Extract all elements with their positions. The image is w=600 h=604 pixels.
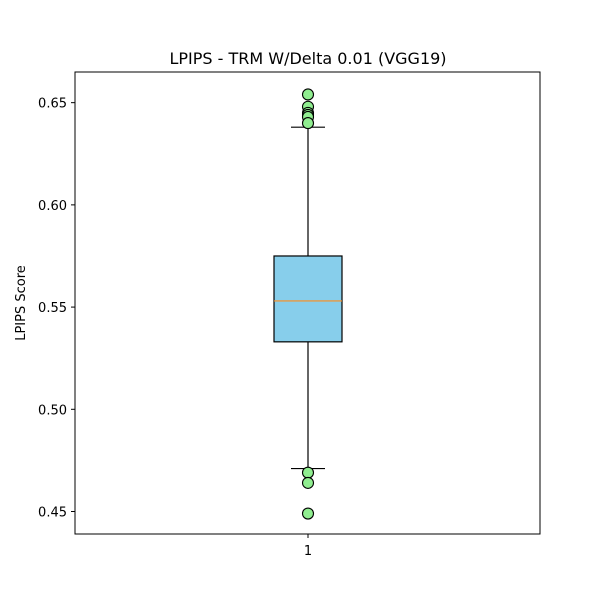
iqr-box xyxy=(273,255,343,343)
chart-title: LPIPS - TRM W/Delta 0.01 (VGG19) xyxy=(169,49,446,68)
y-tick-label: 0.65 xyxy=(38,97,67,112)
y-tick-label: 0.45 xyxy=(38,506,67,521)
y-tick-label: 0.60 xyxy=(38,199,67,214)
outlier-point xyxy=(301,88,315,101)
outlier-point xyxy=(301,476,315,489)
y-tick-label: 0.50 xyxy=(38,403,67,418)
outlier-point xyxy=(301,117,315,130)
plot-marks: 0.45 0.50 0.55 0.60 0.65 1 xyxy=(38,88,343,559)
y-axis-label: LPIPS Score xyxy=(14,265,29,341)
plot-area-frame xyxy=(74,71,541,535)
outlier-point xyxy=(301,466,315,479)
x-tick-label: 1 xyxy=(304,544,312,559)
outlier-point xyxy=(301,507,315,520)
y-tick-label: 0.55 xyxy=(38,301,67,316)
